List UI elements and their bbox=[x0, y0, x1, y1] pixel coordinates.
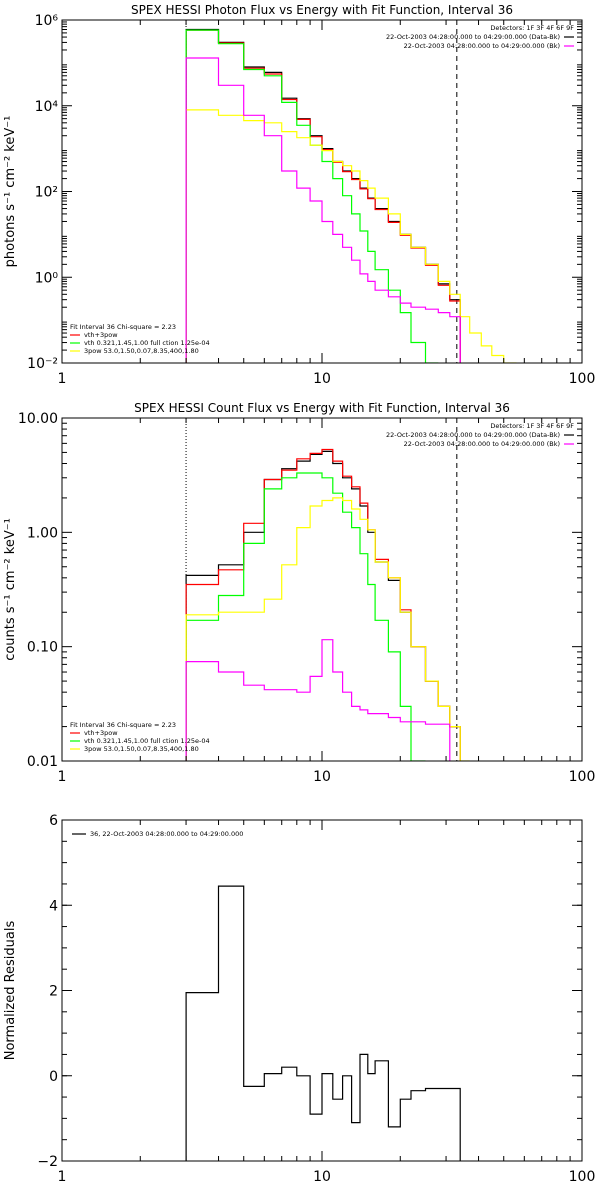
chart-panel-2: SPEX HESSI Count Flux vs Energy with Fit… bbox=[3, 401, 595, 785]
y-tick-label: 10² bbox=[35, 185, 58, 201]
x-tick-label: 1 bbox=[58, 1169, 67, 1185]
plot-frame bbox=[61, 417, 583, 762]
legend-fit-header: Fit Interval 36 Chi-square = 2.23 bbox=[70, 323, 176, 331]
y-tick-label: 2 bbox=[49, 984, 58, 1000]
x-tick-label: 10 bbox=[313, 769, 331, 785]
legend-entry: 22-Oct-2003 04:28:00.000 to 04:29:00.000… bbox=[386, 33, 560, 41]
legend-entry: 36, 22-Oct-2003 04:28:00.000 to 04:29:00… bbox=[90, 830, 243, 838]
legend-fit-entry: vth 0.321,1.45,1.00 full ction 1.25e-04 bbox=[84, 737, 210, 745]
legend-detectors: Detectors: 1F 3F 4F 6F 9F bbox=[490, 422, 574, 430]
series-vth-3pow bbox=[185, 448, 461, 761]
series-vth bbox=[185, 29, 439, 363]
y-tick-label: −2 bbox=[37, 1154, 58, 1170]
legend-entry: 22-Oct-2003 04:28:00.000 to 04:29:00.000… bbox=[404, 42, 560, 50]
y-axis-label: counts s⁻¹ cm⁻² keV⁻¹ bbox=[3, 518, 18, 661]
series-data-bk bbox=[185, 28, 461, 363]
series-vth-3pow bbox=[185, 29, 461, 363]
series-3pow bbox=[185, 109, 517, 363]
legend-entry: 22-Oct-2003 04:28:00.000 to 04:29:00.000… bbox=[386, 431, 560, 439]
legend-fit-entry: 3pow 53.0,1.50,0.07,8.35,400,1.80 bbox=[84, 347, 199, 355]
x-tick-label: 1 bbox=[58, 371, 67, 387]
legend-fit-header: Fit Interval 36 Chi-square = 2.23 bbox=[70, 721, 176, 729]
x-tick-label: 1 bbox=[58, 769, 67, 785]
y-tick-label: 10⁴ bbox=[35, 99, 59, 115]
x-tick-label: 10 bbox=[313, 1169, 331, 1185]
y-tick-label: 10.00 bbox=[18, 411, 58, 427]
chart-panel-1: SPEX HESSI Photon Flux vs Energy with Fi… bbox=[3, 3, 595, 387]
y-tick-label: 0 bbox=[49, 1069, 58, 1085]
y-tick-label: 6 bbox=[49, 813, 58, 829]
x-tick-label: 100 bbox=[569, 769, 596, 785]
legend-fit-entry: vth+3pow bbox=[84, 729, 118, 737]
y-tick-label: 0.10 bbox=[27, 640, 58, 656]
x-tick-label: 100 bbox=[569, 371, 596, 387]
chart-panel-3: Normalized Residuals 1 10 100 −2 0 2 4 6 36, 22-O… bbox=[3, 813, 595, 1185]
x-tick-label: 10 bbox=[313, 371, 331, 387]
legend-fit-entry: 3pow 53.0,1.50,0.07,8.35,400,1.80 bbox=[84, 745, 199, 753]
legend-entry: 22-Oct-2003 04:28:00.000 to 04:29:00.000… bbox=[404, 440, 560, 448]
legend-fit-entry: vth 0.321,1.45,1.00 full ction 1.25e-04 bbox=[84, 339, 210, 347]
y-tick-label: 10⁻² bbox=[27, 356, 58, 372]
y-tick-label: 10⁶ bbox=[35, 13, 59, 29]
x-tick-label: 100 bbox=[569, 1169, 596, 1185]
series-3pow bbox=[185, 497, 470, 761]
plot-frame bbox=[61, 19, 583, 364]
chart-title: SPEX HESSI Count Flux vs Energy with Fit… bbox=[134, 401, 510, 415]
y-axis-label: photons s⁻¹ cm⁻² keV⁻¹ bbox=[3, 116, 18, 268]
series-bk bbox=[185, 57, 461, 363]
y-tick-label: 0.01 bbox=[27, 754, 58, 770]
series-residuals bbox=[185, 885, 461, 1161]
legend-detectors: Detectors: 1F 3F 4F 6F 9F bbox=[490, 24, 574, 32]
series-vth bbox=[185, 472, 426, 761]
series-bk bbox=[185, 639, 451, 761]
legend-fit-entry: vth+3pow bbox=[84, 331, 118, 339]
series-data-bk bbox=[185, 450, 461, 761]
y-tick-label: 1.00 bbox=[27, 525, 58, 541]
y-tick-label: 4 bbox=[49, 898, 58, 914]
y-tick-label: 10⁰ bbox=[35, 270, 59, 286]
y-axis-label: Normalized Residuals bbox=[3, 921, 18, 1061]
chart-title: SPEX HESSI Photon Flux vs Energy with Fi… bbox=[131, 3, 513, 17]
